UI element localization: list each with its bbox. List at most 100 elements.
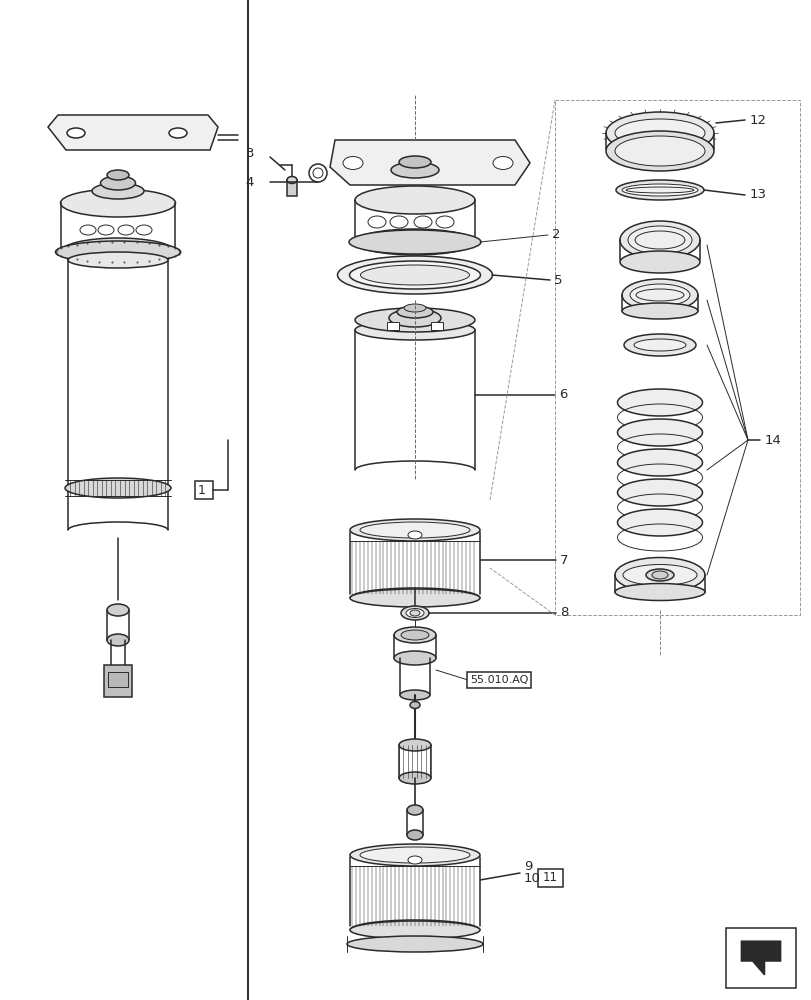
Ellipse shape bbox=[337, 256, 492, 294]
Text: 14: 14 bbox=[764, 434, 781, 446]
Ellipse shape bbox=[107, 604, 129, 616]
Text: 2: 2 bbox=[551, 229, 560, 241]
Ellipse shape bbox=[349, 230, 480, 254]
Text: 12: 12 bbox=[749, 114, 766, 127]
Ellipse shape bbox=[55, 241, 180, 263]
Ellipse shape bbox=[406, 608, 423, 617]
Ellipse shape bbox=[621, 279, 697, 311]
Text: 3: 3 bbox=[245, 147, 254, 160]
Polygon shape bbox=[48, 115, 217, 150]
Text: 5: 5 bbox=[553, 273, 562, 286]
Text: 13: 13 bbox=[749, 188, 766, 202]
Ellipse shape bbox=[492, 156, 513, 170]
Ellipse shape bbox=[80, 225, 96, 235]
Text: 11: 11 bbox=[542, 871, 557, 884]
Ellipse shape bbox=[61, 238, 175, 266]
Ellipse shape bbox=[407, 531, 422, 539]
Text: 1: 1 bbox=[198, 484, 206, 496]
Ellipse shape bbox=[135, 225, 152, 235]
Text: 8: 8 bbox=[560, 606, 568, 619]
Ellipse shape bbox=[61, 189, 175, 217]
Ellipse shape bbox=[354, 229, 474, 255]
Ellipse shape bbox=[65, 478, 171, 498]
Ellipse shape bbox=[616, 509, 702, 536]
Ellipse shape bbox=[622, 564, 696, 585]
Ellipse shape bbox=[646, 569, 673, 581]
Ellipse shape bbox=[623, 334, 695, 356]
Ellipse shape bbox=[414, 216, 431, 228]
Ellipse shape bbox=[350, 589, 479, 607]
Ellipse shape bbox=[406, 830, 423, 840]
Bar bbox=[104, 665, 132, 697]
Ellipse shape bbox=[107, 170, 129, 180]
Ellipse shape bbox=[350, 844, 479, 866]
Bar bbox=[538, 869, 562, 887]
Ellipse shape bbox=[605, 131, 713, 171]
Ellipse shape bbox=[620, 221, 699, 259]
Text: 9: 9 bbox=[523, 860, 532, 874]
Ellipse shape bbox=[605, 112, 713, 154]
Ellipse shape bbox=[651, 571, 667, 579]
Ellipse shape bbox=[359, 847, 470, 863]
Bar bbox=[431, 322, 443, 330]
Bar bbox=[108, 672, 128, 687]
Ellipse shape bbox=[346, 936, 483, 952]
Ellipse shape bbox=[118, 225, 134, 235]
Ellipse shape bbox=[391, 162, 439, 178]
Text: 4: 4 bbox=[245, 176, 254, 189]
Ellipse shape bbox=[359, 522, 470, 538]
Ellipse shape bbox=[616, 449, 702, 476]
Ellipse shape bbox=[625, 187, 693, 193]
Ellipse shape bbox=[401, 630, 428, 640]
Ellipse shape bbox=[633, 339, 685, 351]
Ellipse shape bbox=[67, 128, 85, 138]
Polygon shape bbox=[740, 941, 779, 975]
Bar bbox=[195, 481, 212, 499]
Ellipse shape bbox=[349, 261, 480, 289]
Ellipse shape bbox=[614, 119, 704, 147]
Ellipse shape bbox=[389, 216, 407, 228]
Ellipse shape bbox=[354, 186, 474, 214]
Ellipse shape bbox=[98, 225, 114, 235]
Ellipse shape bbox=[620, 251, 699, 273]
Ellipse shape bbox=[621, 184, 697, 196]
Ellipse shape bbox=[635, 289, 683, 301]
Ellipse shape bbox=[614, 136, 704, 166]
Ellipse shape bbox=[627, 226, 691, 254]
Ellipse shape bbox=[342, 156, 363, 170]
Ellipse shape bbox=[410, 702, 419, 708]
Ellipse shape bbox=[629, 284, 689, 306]
Ellipse shape bbox=[398, 772, 431, 784]
Ellipse shape bbox=[388, 309, 440, 327]
Ellipse shape bbox=[398, 739, 431, 751]
Ellipse shape bbox=[107, 634, 129, 646]
Ellipse shape bbox=[360, 265, 469, 285]
Ellipse shape bbox=[398, 156, 431, 168]
Ellipse shape bbox=[350, 519, 479, 541]
Ellipse shape bbox=[367, 216, 385, 228]
Ellipse shape bbox=[400, 690, 430, 700]
Ellipse shape bbox=[614, 584, 704, 600]
Ellipse shape bbox=[101, 176, 135, 190]
Ellipse shape bbox=[350, 921, 479, 939]
Ellipse shape bbox=[616, 419, 702, 446]
Ellipse shape bbox=[354, 320, 474, 340]
Text: 55.010.AQ: 55.010.AQ bbox=[470, 675, 528, 685]
Ellipse shape bbox=[92, 183, 144, 199]
Ellipse shape bbox=[621, 303, 697, 319]
Ellipse shape bbox=[436, 216, 453, 228]
Ellipse shape bbox=[393, 627, 436, 643]
Bar bbox=[286, 180, 297, 196]
Ellipse shape bbox=[404, 304, 426, 312]
Ellipse shape bbox=[393, 651, 436, 665]
Ellipse shape bbox=[616, 180, 703, 200]
Ellipse shape bbox=[634, 231, 684, 249]
Ellipse shape bbox=[169, 128, 187, 138]
Bar bbox=[387, 322, 398, 330]
Bar bbox=[725, 928, 795, 988]
Ellipse shape bbox=[397, 306, 432, 318]
Ellipse shape bbox=[68, 252, 168, 268]
Ellipse shape bbox=[410, 610, 419, 616]
Ellipse shape bbox=[354, 308, 474, 332]
Polygon shape bbox=[329, 140, 530, 185]
